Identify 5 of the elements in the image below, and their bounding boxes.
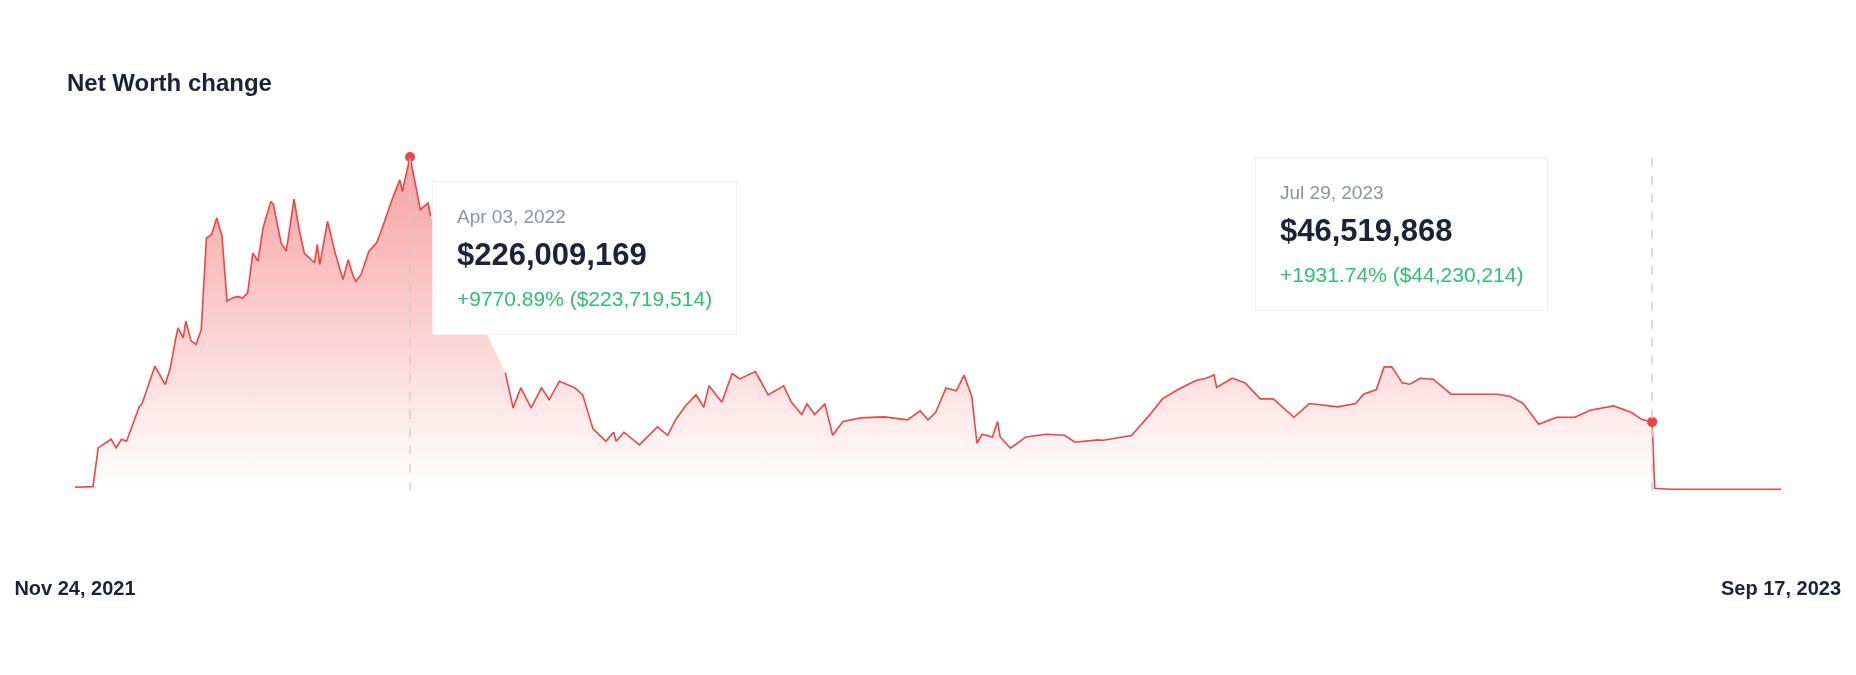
x-tick-label: Sep 17, 2023 <box>1720 577 1842 599</box>
annotation: Jul 29, 2023 $46,519,868 +1931.74% ($44,230,214) <box>1280 182 1524 287</box>
annotation: Apr 03, 2022 $226,009,169 +9770.89% ($223,719,514) <box>457 206 713 311</box>
chart-title: Net Worth change <box>67 69 272 97</box>
x-tick-label: Nov 24, 2021 <box>14 577 136 599</box>
